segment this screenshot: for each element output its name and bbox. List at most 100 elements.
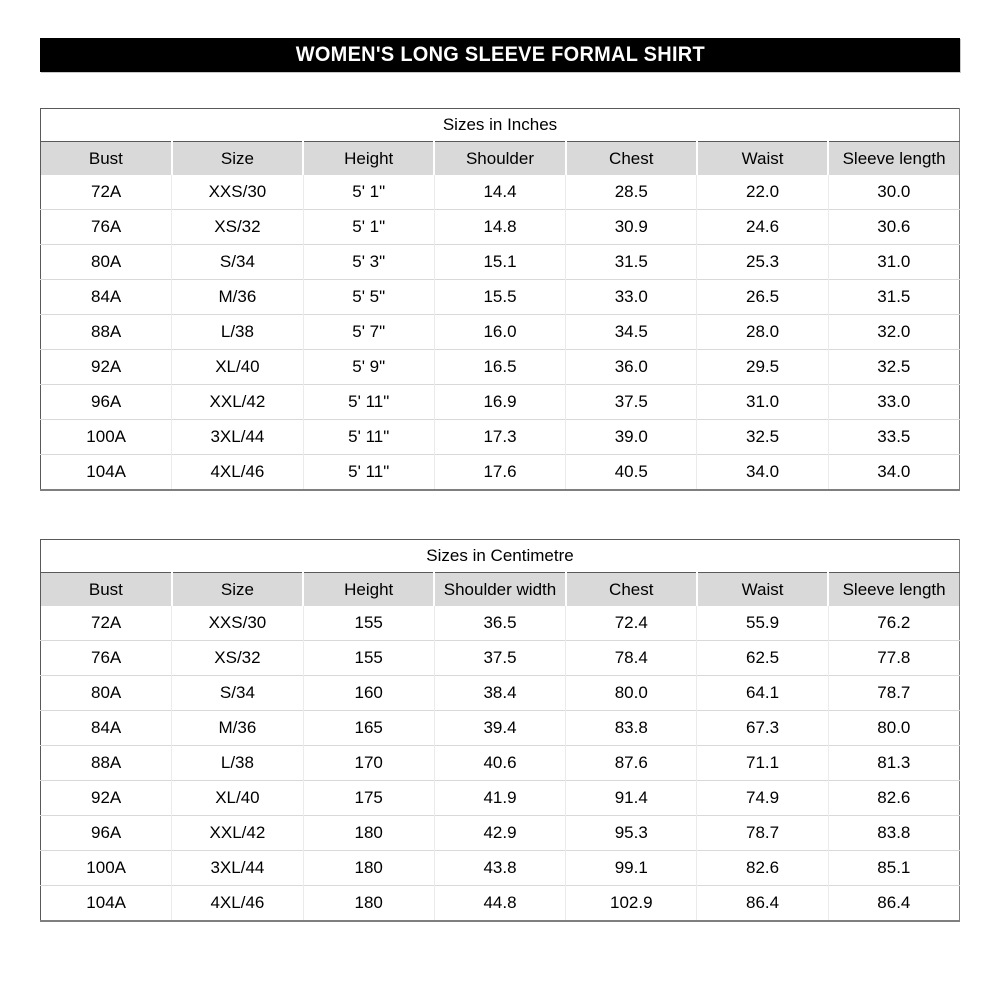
table-cell: 29.5 <box>696 349 829 385</box>
table-row: 96A XXL/42 5' 11" 16.9 37.5 31.0 33.0 <box>40 384 960 420</box>
table-cell: 99.1 <box>565 850 697 886</box>
table-cell: 175 <box>302 780 435 816</box>
table-cell: 160 <box>302 675 435 711</box>
table-cell: XL/40 <box>171 349 304 385</box>
table-row: 100A 3XL/44 180 43.8 99.1 82.6 85.1 <box>40 850 960 886</box>
table-cell: 71.1 <box>696 745 829 781</box>
table-cell: L/38 <box>171 745 304 781</box>
table-cell: 180 <box>302 885 435 921</box>
table-cell: 83.8 <box>827 815 960 851</box>
table-cell: 76.2 <box>827 606 960 641</box>
table-cell: 5' 11" <box>302 419 435 455</box>
table-cell: 43.8 <box>433 850 566 886</box>
table-cell: 30.9 <box>565 209 697 245</box>
table-cell: XXL/42 <box>171 815 304 851</box>
table-cell: 44.8 <box>433 885 566 921</box>
table-cell: 37.5 <box>433 640 566 676</box>
table-cell: 86.4 <box>827 885 960 921</box>
table-cell: 155 <box>302 606 435 641</box>
table-cell: 95.3 <box>565 815 697 851</box>
table-cell: 36.5 <box>433 606 566 641</box>
column-header: Shoulder width <box>433 572 566 606</box>
table-cell: 80A <box>40 244 172 280</box>
column-header: Height <box>302 572 435 606</box>
column-header: Sleeve length <box>827 572 960 606</box>
table-cell: XXS/30 <box>171 606 304 641</box>
table-cell: S/34 <box>171 675 304 711</box>
table-cell: 86.4 <box>696 885 829 921</box>
column-header: Waist <box>695 572 829 606</box>
table-cell: 80.0 <box>565 675 697 711</box>
table-cell: XS/32 <box>171 640 304 676</box>
table-cell: 5' 5" <box>302 279 435 315</box>
table-cell: 88A <box>40 314 172 350</box>
table-cell: 38.4 <box>433 675 566 711</box>
table-cell: 5' 11" <box>302 454 435 490</box>
table-cell: 14.8 <box>433 209 566 245</box>
table-cell: 32.5 <box>696 419 829 455</box>
sizes-in-inches-table: Sizes in Inches Bust Size Height Shoulder Ch… <box>40 108 960 491</box>
table-cell: 77.8 <box>827 640 960 676</box>
table-cell: 5' 1" <box>302 175 435 210</box>
page-title-banner: WOMEN'S LONG SLEEVE FORMAL SHIRT <box>40 38 960 72</box>
table-cell: 84A <box>40 710 172 746</box>
table-cell: 28.0 <box>696 314 829 350</box>
table-row: 76A XS/32 5' 1" 14.8 30.9 24.6 30.6 <box>40 209 960 245</box>
page-title: WOMEN'S LONG SLEEVE FORMAL SHIRT <box>295 43 705 66</box>
table-cell: 24.6 <box>696 209 829 245</box>
table-cell: 42.9 <box>433 815 566 851</box>
table-cell: 80.0 <box>827 710 960 746</box>
table-cell: 14.4 <box>433 175 566 210</box>
table-row: 76A XS/32 155 37.5 78.4 62.5 77.8 <box>40 640 960 676</box>
column-header: Chest <box>564 141 697 175</box>
table-row: 92A XL/40 5' 9" 16.5 36.0 29.5 32.5 <box>40 349 960 385</box>
table-cell: 72A <box>40 175 172 210</box>
table-cell: 67.3 <box>696 710 829 746</box>
table-cell: XL/40 <box>171 780 304 816</box>
table-cell: 17.6 <box>433 454 566 490</box>
table-cell: 32.0 <box>827 314 960 350</box>
table-row: 100A 3XL/44 5' 11" 17.3 39.0 32.5 33.5 <box>40 419 960 455</box>
table-cell: 180 <box>302 815 435 851</box>
table-cell: S/34 <box>171 244 304 280</box>
table-row: 92A XL/40 175 41.9 91.4 74.9 82.6 <box>40 780 960 816</box>
table-cell: 3XL/44 <box>171 850 304 886</box>
table-cell: 31.0 <box>827 244 960 280</box>
table-row: 96A XXL/42 180 42.9 95.3 78.7 83.8 <box>40 815 960 851</box>
table-cell: 16.5 <box>433 349 566 385</box>
column-header: Bust <box>40 141 172 175</box>
table-caption-row: Sizes in Centimetre <box>40 539 960 573</box>
table-cell: 64.1 <box>696 675 829 711</box>
table-row: 80A S/34 5' 3" 15.1 31.5 25.3 31.0 <box>40 244 960 280</box>
column-header: Sleeve length <box>827 141 960 175</box>
column-header: Bust <box>40 572 172 606</box>
table-cell: 40.5 <box>565 454 697 490</box>
table-spacer <box>40 491 960 539</box>
table-cell: 31.5 <box>565 244 697 280</box>
table-cell: 91.4 <box>565 780 697 816</box>
table-cell: 92A <box>40 780 172 816</box>
table-cell: 62.5 <box>696 640 829 676</box>
table-cell: 100A <box>40 419 172 455</box>
table-cell: 78.7 <box>827 675 960 711</box>
table-cell: 92A <box>40 349 172 385</box>
table-cell: 76A <box>40 209 172 245</box>
table-cell: 104A <box>40 885 172 921</box>
table-caption-row: Sizes in Inches <box>40 108 960 142</box>
table-cell: 5' 7" <box>302 314 435 350</box>
table-cell: 15.5 <box>433 279 566 315</box>
table-row: 104A 4XL/46 5' 11" 17.6 40.5 34.0 34.0 <box>40 454 960 490</box>
table-cell: XXS/30 <box>171 175 304 210</box>
table-cell: 87.6 <box>565 745 697 781</box>
table-cell: M/36 <box>171 279 304 315</box>
table-cell: 74.9 <box>696 780 829 816</box>
table-cell: 4XL/46 <box>171 454 304 490</box>
table-cell: 16.9 <box>433 384 566 420</box>
table-cell: 30.6 <box>827 209 960 245</box>
table-row: 72A XXS/30 5' 1" 14.4 28.5 22.0 30.0 <box>40 175 960 210</box>
table-cell: 34.5 <box>565 314 697 350</box>
table-cell: 33.5 <box>827 419 960 455</box>
table-cell: 84A <box>40 279 172 315</box>
table-cell: 15.1 <box>433 244 566 280</box>
